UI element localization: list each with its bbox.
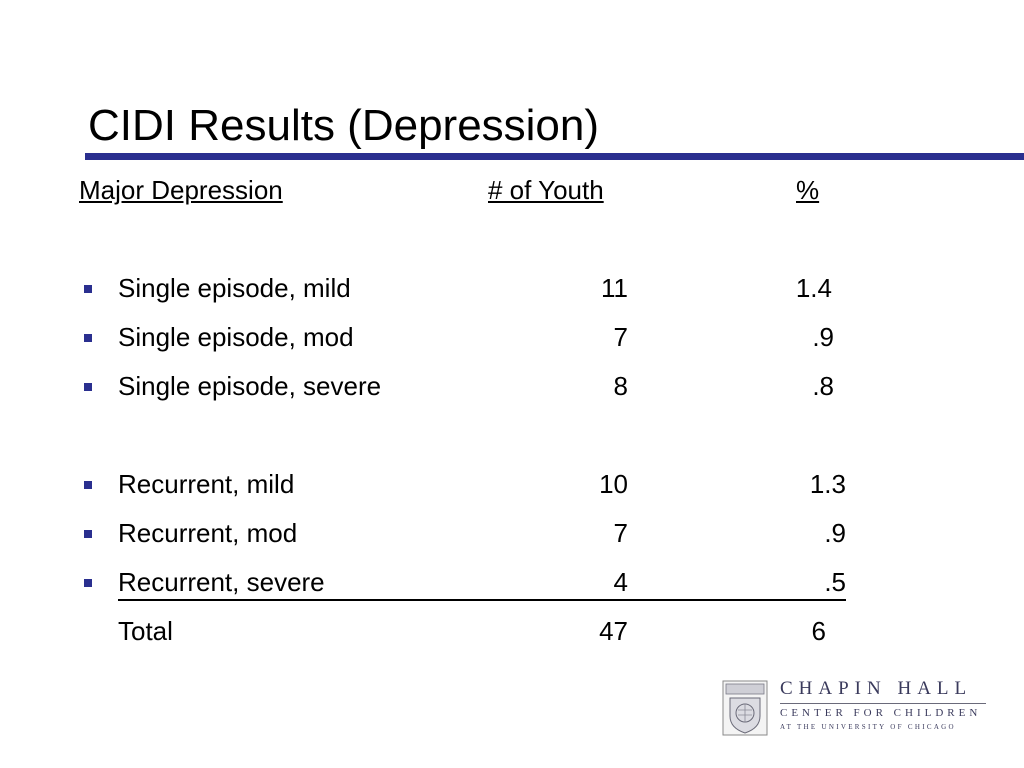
row-percent: .5 [824, 567, 846, 597]
bullet-icon [84, 530, 92, 538]
total-separator-line [118, 599, 846, 601]
row-percent: 1.3 [809, 469, 846, 499]
row-percent: .8 [812, 371, 834, 401]
logo-divider [780, 703, 986, 704]
row-label: Single episode, mod [118, 322, 354, 352]
row-label: Single episode, mild [118, 273, 351, 303]
row-percent: 1.4 [795, 273, 832, 303]
bullet-icon [84, 334, 92, 342]
logo-affiliation: AT THE UNIVERSITY OF CHICAGO [780, 723, 956, 731]
row-percent: .9 [812, 322, 834, 352]
title-rule [85, 153, 1024, 160]
row-count: 10 [599, 469, 628, 499]
total-count: 47 [599, 616, 628, 646]
bullet-icon [84, 285, 92, 293]
row-label: Recurrent, mod [118, 518, 298, 548]
row-count: 8 [613, 371, 628, 401]
row-count: 11 [601, 273, 628, 303]
slide-title: CIDI Results (Depression) [88, 101, 600, 150]
bullet-icon [84, 383, 92, 391]
row-count: 4 [613, 567, 628, 597]
row-label: Recurrent, mild [118, 469, 295, 499]
bullet-icon [84, 481, 92, 489]
row-count: 7 [613, 322, 628, 352]
logo-subtitle: CENTER FOR CHILDREN [780, 707, 982, 719]
header-number-of-youth: # of Youth [488, 175, 604, 205]
logo-name: CHAPIN HALL [780, 678, 973, 699]
header-percent: % [796, 175, 820, 205]
bullet-icon [84, 579, 92, 587]
university-seal-icon [722, 680, 768, 736]
row-count: 7 [613, 518, 628, 548]
row-label: Recurrent, severe [118, 567, 325, 597]
chapin-hall-logo: CHAPIN HALL CENTER FOR CHILDREN AT THE U… [722, 678, 992, 738]
total-label: Total [118, 616, 173, 646]
row-label: Single episode, severe [118, 371, 382, 401]
header-major-depression: Major Depression [79, 175, 283, 205]
row-percent: .9 [824, 518, 846, 548]
total-percent: 6 [811, 616, 826, 646]
